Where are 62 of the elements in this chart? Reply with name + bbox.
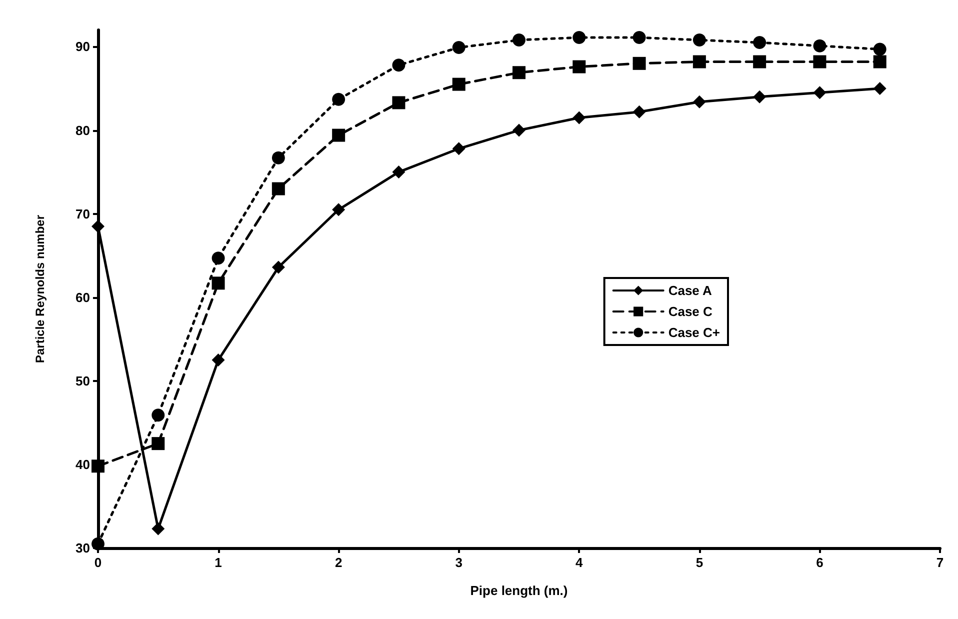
point bbox=[632, 105, 646, 118]
point bbox=[212, 354, 225, 367]
point bbox=[572, 31, 586, 44]
point bbox=[813, 86, 826, 100]
point bbox=[572, 60, 586, 74]
point bbox=[632, 31, 646, 44]
x-tick-label: 4 bbox=[576, 555, 584, 570]
y-tick-label: 30 bbox=[76, 540, 90, 556]
point bbox=[212, 276, 225, 290]
x-tick-label: 1 bbox=[214, 555, 222, 570]
y-axis-title: Particle Reynolds number bbox=[33, 214, 47, 364]
point bbox=[512, 124, 526, 137]
point bbox=[873, 42, 886, 56]
x-tick-label: 7 bbox=[936, 555, 944, 570]
point bbox=[272, 151, 285, 164]
point bbox=[632, 56, 646, 70]
point bbox=[152, 437, 165, 450]
point bbox=[272, 182, 285, 196]
point bbox=[813, 39, 826, 52]
point bbox=[392, 58, 406, 72]
point bbox=[392, 166, 406, 179]
legend-label: Case A bbox=[668, 283, 713, 298]
point bbox=[392, 96, 406, 110]
point bbox=[332, 92, 346, 106]
point bbox=[873, 55, 886, 68]
point bbox=[212, 252, 225, 265]
x-tick-label: 0 bbox=[94, 555, 102, 570]
point bbox=[452, 41, 466, 54]
point bbox=[332, 128, 346, 142]
point bbox=[572, 111, 586, 124]
point bbox=[753, 36, 766, 50]
y-tick-label: 40 bbox=[76, 456, 90, 472]
point bbox=[873, 82, 886, 95]
point bbox=[512, 66, 526, 80]
point bbox=[92, 220, 104, 233]
point bbox=[753, 90, 766, 104]
point bbox=[512, 34, 526, 47]
y-tick-label: 90 bbox=[76, 39, 90, 54]
point bbox=[692, 34, 706, 47]
point bbox=[272, 260, 285, 274]
point bbox=[152, 408, 165, 422]
point bbox=[813, 55, 826, 68]
legend-label: Case C+ bbox=[668, 325, 720, 340]
x-tick-label: 3 bbox=[455, 555, 462, 570]
point bbox=[332, 203, 346, 216]
y-tick-label: 80 bbox=[76, 122, 90, 138]
x-tick-label: 5 bbox=[696, 555, 704, 570]
x-tick-label: 2 bbox=[334, 555, 342, 570]
y-tick-label: 60 bbox=[76, 290, 90, 305]
point bbox=[152, 522, 165, 536]
x-tick-label: 6 bbox=[816, 555, 824, 570]
point bbox=[753, 55, 766, 68]
legend-label: Case C bbox=[668, 304, 714, 319]
point bbox=[692, 55, 706, 68]
point bbox=[692, 95, 706, 108]
x-axis-title: Pipe length (m.) bbox=[470, 583, 568, 598]
point bbox=[452, 78, 466, 91]
point bbox=[92, 460, 104, 473]
y-tick-label: 50 bbox=[76, 373, 90, 388]
y-tick-label: 70 bbox=[76, 206, 90, 222]
point bbox=[452, 142, 466, 156]
point bbox=[92, 537, 104, 550]
